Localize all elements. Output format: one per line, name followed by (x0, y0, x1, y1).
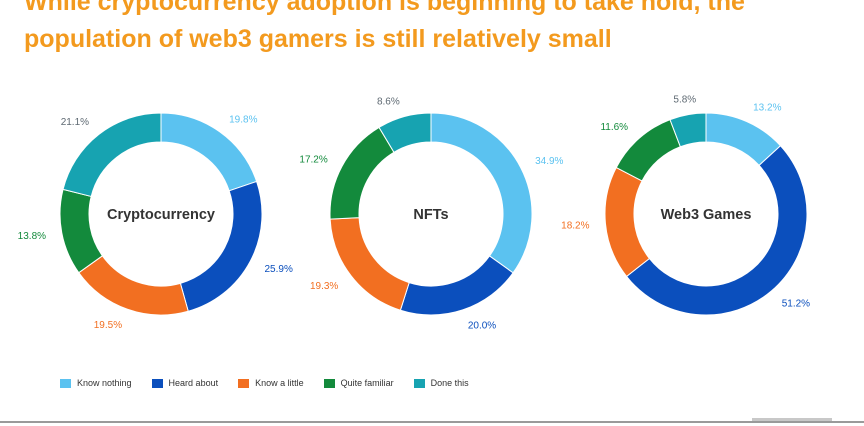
nfts-slice-quite-familiar (329, 126, 395, 220)
legend-label-heard-about: Heard about (168, 378, 219, 388)
cryptocurrency-label-done-this: 21.1% (61, 117, 89, 128)
slide-title: While cryptocurrency adoption is beginni… (24, 0, 854, 58)
legend-item-quite-familiar: Quite familiar (323, 378, 394, 388)
legend-label-quite-familiar: Quite familiar (340, 378, 394, 388)
cryptocurrency-slice-quite-familiar (59, 188, 104, 274)
nfts-slice-done-this (378, 112, 432, 153)
cryptocurrency-label-know-nothing: 19.8% (229, 114, 257, 125)
nfts-label-heard-about: 20.0% (468, 321, 496, 332)
web3-games-slice-know-a-little (604, 166, 651, 278)
footer-scroll-tab (752, 418, 832, 421)
legend-label-know-nothing: Know nothing (77, 378, 132, 388)
nfts-label-know-a-little: 19.3% (310, 281, 338, 292)
nfts-slice-heard-about (399, 255, 514, 316)
legend-item-heard-about: Heard about (151, 378, 219, 388)
web3-games-label-done-this: 5.8% (673, 94, 696, 105)
cryptocurrency-chart-title: Cryptocurrency (107, 207, 215, 223)
web3-games-slice-heard-about (625, 145, 808, 316)
web3-games-chart-title: Web3 Games (661, 207, 752, 223)
cryptocurrency-label-quite-familiar: 13.8% (18, 231, 46, 242)
nfts-chart-title: NFTs (413, 207, 448, 223)
nfts-slice-know-a-little (329, 217, 410, 311)
slide-title-line-2: population of web3 gamers is still relat… (24, 25, 612, 53)
legend-swatch-quite-familiar (323, 378, 335, 388)
cryptocurrency-label-heard-about: 25.9% (265, 264, 293, 275)
nfts-slice-know-nothing (430, 112, 533, 274)
legend-swatch-know-a-little (238, 378, 250, 388)
legend: Know nothing Heard about Know a little Q… (60, 376, 489, 390)
web3-games-label-know-a-little: 18.2% (561, 221, 589, 232)
web3-games-label-know-nothing: 13.2% (753, 102, 781, 113)
legend-swatch-done-this (413, 378, 425, 388)
legend-label-know-a-little: Know a little (255, 378, 304, 388)
slide-title-line-1: While cryptocurrency adoption is beginni… (24, 0, 745, 16)
footer-divider (0, 421, 864, 423)
legend-swatch-know-nothing (60, 378, 71, 388)
cryptocurrency-slice-heard-about (179, 180, 263, 312)
legend-item-know-nothing: Know nothing (60, 378, 132, 388)
web3-games-label-heard-about: 51.2% (782, 299, 810, 310)
nfts-label-done-this: 8.6% (377, 97, 400, 108)
cryptocurrency-slice-done-this (62, 112, 162, 198)
legend-item-done-this: Done this (413, 378, 469, 388)
nfts-label-quite-familiar: 17.2% (299, 154, 327, 165)
web3-games-label-quite-familiar: 11.6% (600, 122, 628, 133)
web3-games-slice-done-this (669, 112, 707, 148)
nfts-label-know-nothing: 34.9% (535, 156, 563, 167)
legend-item-know-a-little: Know a little (238, 378, 304, 388)
legend-swatch-heard-about (151, 378, 163, 388)
cryptocurrency-label-know-a-little: 19.5% (94, 320, 122, 331)
cryptocurrency-slice-know-a-little (78, 255, 189, 316)
legend-label-done-this: Done this (430, 378, 469, 388)
